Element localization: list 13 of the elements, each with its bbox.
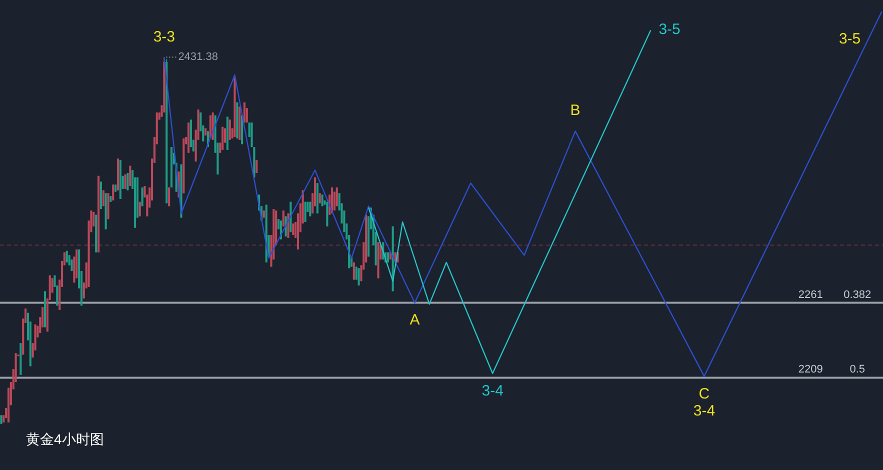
data-label: 3-5: [838, 30, 861, 48]
data-label: B: [570, 102, 580, 120]
y-tick-label: 2261: [798, 288, 823, 301]
data-label: 3-5: [658, 21, 680, 38]
text: 2431.38: [178, 51, 218, 64]
data-label: A: [410, 312, 420, 329]
y-tick-label: 2209: [798, 364, 823, 376]
annotation: 黄金4小时图: [26, 431, 104, 447]
data-label: 3-4: [482, 382, 504, 400]
data-label: C 3-4: [693, 385, 716, 420]
annotation: 0.382: [844, 288, 872, 301]
annotation: 0.5: [850, 364, 866, 376]
data-label: 3-3: [153, 28, 176, 46]
